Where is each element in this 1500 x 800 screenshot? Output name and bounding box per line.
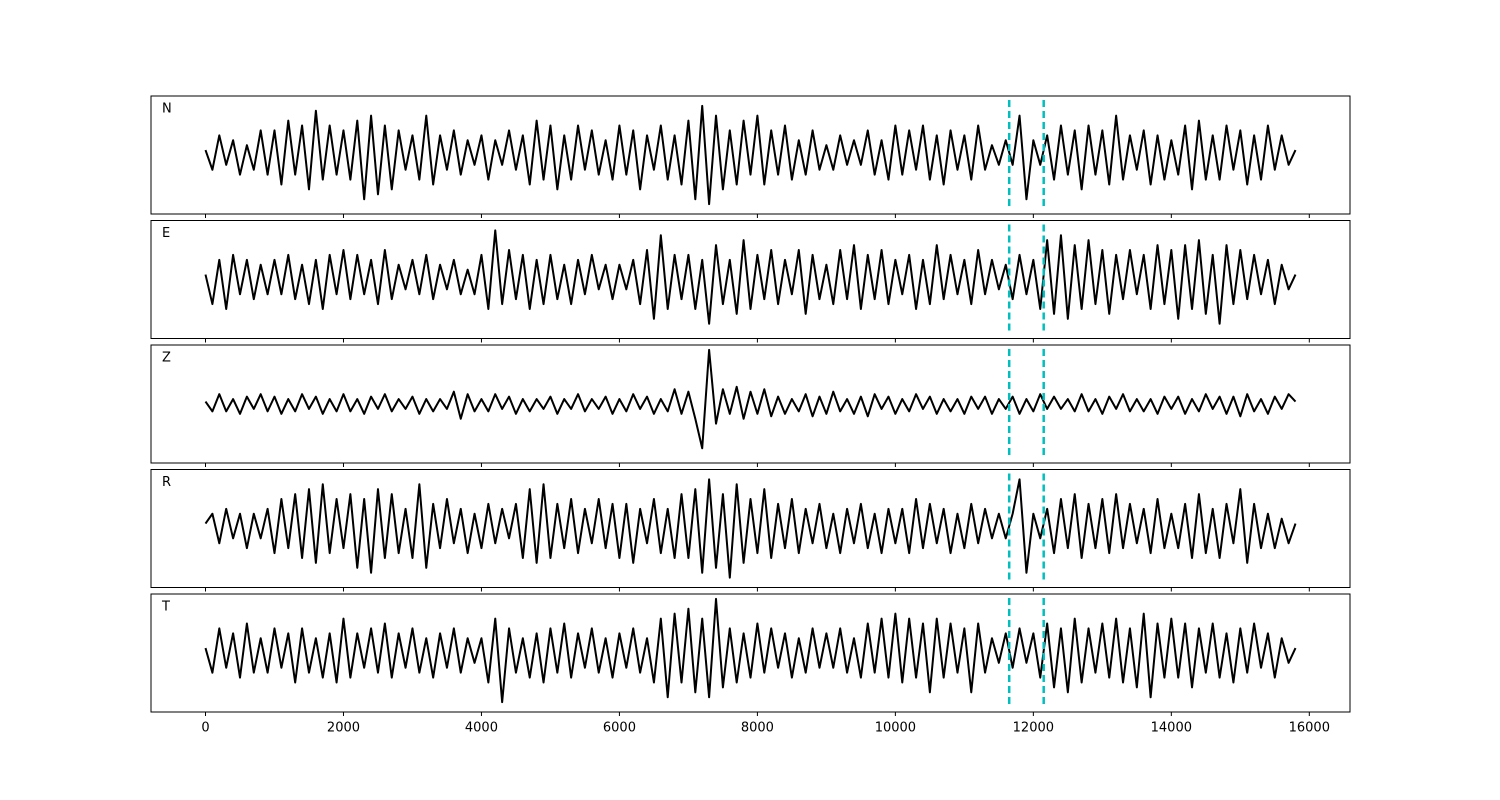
trace-line — [204, 478, 1297, 579]
panel-label: R — [162, 475, 171, 490]
trace-line — [204, 348, 1297, 450]
x-tick-label: 12000 — [1013, 721, 1054, 736]
panel-frame — [150, 469, 1351, 588]
panel-frame — [150, 220, 1351, 339]
trace-line — [204, 229, 1297, 325]
x-tick-label: 2000 — [327, 721, 360, 736]
x-tick-label: 14000 — [1151, 721, 1192, 736]
x-tick-label: 8000 — [741, 721, 774, 736]
trace-line — [204, 104, 1297, 206]
panel-label: E — [162, 226, 170, 241]
x-tick-label: 0 — [201, 721, 209, 736]
panel-frame — [150, 344, 1351, 464]
panel-label: Z — [162, 351, 171, 366]
x-tick-label: 16000 — [1289, 721, 1330, 736]
panel-frame — [150, 95, 1351, 215]
panel-label: N — [162, 102, 172, 117]
trace-line — [204, 597, 1297, 704]
x-tick-label: 4000 — [465, 721, 498, 736]
panel-frame — [150, 593, 1351, 713]
x-tick-label: 10000 — [875, 721, 916, 736]
panel-label: T — [161, 600, 170, 615]
x-tick-label: 6000 — [603, 721, 636, 736]
